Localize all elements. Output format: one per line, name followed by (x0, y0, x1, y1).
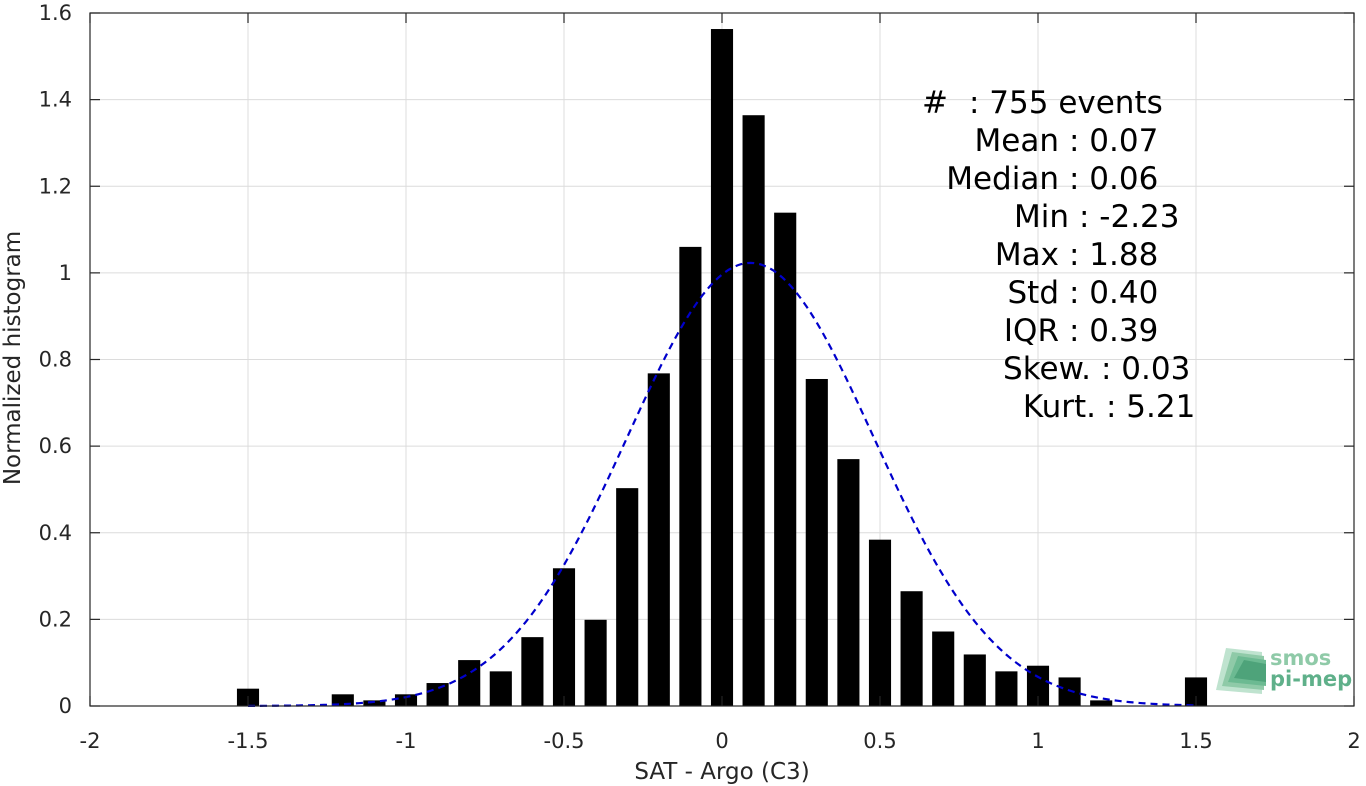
histogram-bar (458, 660, 481, 706)
logo-text-pi-mep: pi-mep (1270, 667, 1352, 691)
stat-label: # (922, 85, 948, 121)
x-tick-label: -0.5 (544, 729, 585, 753)
x-tick-label: -1.5 (228, 729, 269, 753)
histogram-bar (995, 671, 1018, 706)
y-tick-label: 0 (59, 694, 72, 718)
x-tick-label: 0 (715, 729, 728, 753)
axis-ticks (89, 12, 1355, 707)
histogram-bar (552, 568, 576, 706)
logo-mark (1216, 648, 1266, 694)
histogram-bar (584, 619, 607, 706)
stat-value: : 0.39 (1069, 313, 1158, 349)
histogram-bar (963, 654, 986, 706)
histogram-bar (900, 591, 923, 706)
stat-value: : -2.23 (1079, 199, 1180, 235)
histogram-bar (679, 246, 702, 706)
y-tick-label: 0.4 (39, 521, 72, 545)
histogram-bar (742, 115, 765, 706)
histogram-bar (331, 694, 354, 706)
y-tick-label: 1.2 (39, 174, 72, 198)
stat-label: Skew. (1003, 351, 1091, 387)
stat-label: Min (1014, 199, 1069, 235)
histogram-bar (521, 637, 544, 706)
histogram-bar (363, 700, 386, 706)
histogram-bar (1090, 700, 1113, 706)
stat-label: Max (995, 237, 1059, 273)
histogram-bar (932, 631, 955, 706)
histogram-bar (1184, 677, 1208, 706)
histogram-bar (1026, 665, 1050, 706)
stat-value: : 1.88 (1069, 237, 1158, 273)
logo-text-smos: smos (1270, 646, 1331, 670)
x-tick-label: -1 (396, 729, 417, 753)
histogram-bar (426, 683, 449, 706)
y-tick-label: 0.8 (39, 348, 72, 372)
x-tick-label: 1 (1031, 729, 1044, 753)
y-tick-label: 1.6 (39, 1, 72, 25)
stat-value: : 0.06 (1069, 161, 1158, 197)
stat-label: Mean (975, 123, 1059, 159)
stat-value: : 0.07 (1069, 123, 1158, 159)
stat-label: Kurt. (1023, 389, 1096, 425)
histogram-bar (805, 378, 828, 706)
x-tick-label: 1.5 (1179, 729, 1212, 753)
x-tick-label: 2 (1347, 729, 1360, 753)
x-tick-labels: -2 -1.5 -1 -0.5 0 0.5 1 1.5 2 (80, 729, 1361, 753)
histogram-bar (647, 373, 670, 706)
histogram-bar (868, 539, 892, 706)
y-tick-label: 0.2 (39, 607, 72, 631)
stat-label: Median (946, 161, 1059, 197)
stat-value: : 755 events (969, 85, 1163, 121)
y-tick-labels: 0 0.2 0.4 0.6 0.8 1 1.2 1.4 1.6 (39, 1, 72, 718)
histogram-bar (837, 459, 860, 706)
y-axis-label: Normalized histogram (0, 231, 26, 485)
stat-value: : 5.21 (1106, 389, 1195, 425)
stat-label: Std (1007, 275, 1059, 311)
x-axis-label: SAT - Argo (C3) (634, 759, 809, 785)
x-tick-label: -2 (80, 729, 101, 753)
histogram-bar (710, 29, 734, 706)
x-tick-label: 0.5 (863, 729, 896, 753)
histogram-bar (1058, 677, 1081, 706)
histogram-bar (489, 671, 512, 706)
stat-value: : 0.03 (1101, 351, 1190, 387)
smos-pi-mep-logo: smos pi-mep (1216, 646, 1352, 694)
stat-label: IQR (1004, 313, 1059, 349)
y-tick-label: 1 (59, 261, 72, 285)
y-tick-label: 0.6 (39, 434, 72, 458)
histogram-bar (774, 212, 797, 706)
stat-value: : 0.40 (1069, 275, 1158, 311)
histogram-bar (616, 488, 639, 706)
y-tick-label: 1.4 (39, 88, 72, 112)
